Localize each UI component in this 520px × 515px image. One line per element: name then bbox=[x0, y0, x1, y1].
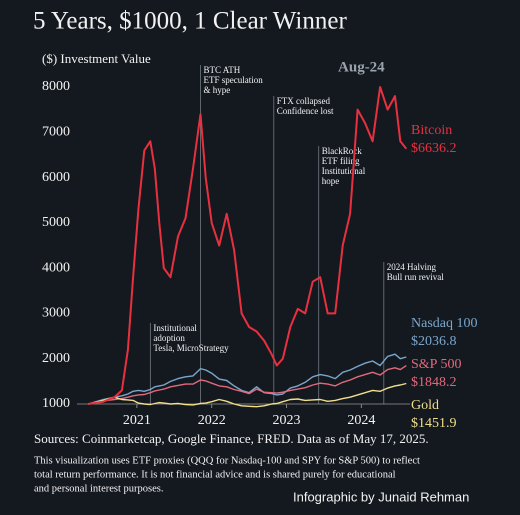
annotation: Confidence lost bbox=[277, 106, 334, 116]
chart-title: 5 Years, $1000, 1 Clear Winner bbox=[33, 8, 347, 35]
x-tick-label: 2021 bbox=[123, 413, 151, 428]
y-tick-label: 7000 bbox=[42, 125, 70, 140]
end-label: $2036.8 bbox=[411, 334, 457, 349]
end-label: $1848.2 bbox=[411, 375, 457, 390]
annotation: & hype bbox=[203, 85, 230, 95]
legend-name: Nasdaq 100 bbox=[411, 316, 478, 331]
series-line bbox=[88, 365, 407, 405]
y-tick-label: 8000 bbox=[42, 79, 70, 94]
series-line bbox=[88, 382, 407, 408]
y-tick-label: 5000 bbox=[42, 215, 70, 230]
annotation: 2024 Halving bbox=[387, 262, 437, 272]
legend-name: S&P 500 bbox=[411, 357, 461, 372]
note: and personal interest purposes. bbox=[34, 483, 163, 494]
y-tick-label: 2000 bbox=[42, 351, 70, 366]
legend-name: Bitcoin bbox=[411, 123, 452, 138]
annotation: Tesla, MicroStrategy bbox=[153, 343, 229, 353]
annotation: Bull run revival bbox=[387, 272, 444, 282]
annotation: ETF filing bbox=[322, 156, 360, 166]
source: Sources: Coinmarketcap, Google Finance, … bbox=[34, 431, 429, 446]
credit: Infographic by Junaid Rehman bbox=[293, 489, 469, 504]
annotation: Institutional bbox=[322, 166, 366, 176]
y-tick-label: 1000 bbox=[42, 396, 70, 411]
note: total return performance. It is not fina… bbox=[34, 469, 396, 480]
annotation: hope bbox=[322, 176, 340, 186]
series-line bbox=[87, 353, 407, 405]
annotation: adoption bbox=[153, 333, 185, 343]
y-tick-label: 6000 bbox=[42, 170, 70, 185]
annotation: FTX collapsed bbox=[277, 96, 331, 106]
legend-name: Gold bbox=[411, 398, 439, 413]
peak-label: Aug-24 bbox=[338, 59, 385, 75]
annotation: BlackRock bbox=[322, 146, 362, 156]
x-tick-label: 2024 bbox=[347, 413, 375, 428]
end-label: $1451.9 bbox=[411, 416, 457, 431]
y-axis-label: ($) Investment Value bbox=[42, 51, 151, 66]
x-tick-label: 2023 bbox=[273, 413, 301, 428]
annotation: BTC ATH bbox=[203, 65, 240, 75]
y-tick-label: 3000 bbox=[42, 306, 70, 321]
end-label: $6636.2 bbox=[411, 141, 457, 156]
annotation: Institutional bbox=[153, 323, 197, 333]
note: This visualization uses ETF proxies (QQQ… bbox=[34, 455, 420, 466]
x-tick-label: 2022 bbox=[198, 413, 226, 428]
series-line bbox=[88, 86, 408, 405]
annotation: ETF speculation bbox=[203, 75, 263, 85]
y-tick-label: 4000 bbox=[42, 260, 70, 275]
